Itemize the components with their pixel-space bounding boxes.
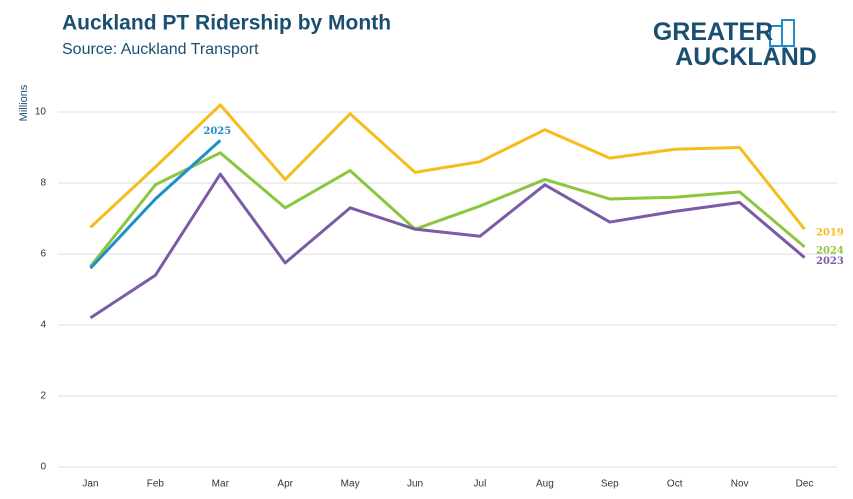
x-tick-label: Mar [212, 479, 230, 490]
logo: GREATER AUCKLAND [653, 18, 817, 71]
x-tick-label: Sep [601, 479, 619, 490]
y-tick-label: 6 [40, 249, 46, 260]
y-tick-label: 0 [40, 462, 46, 473]
y-tick-label: 4 [40, 320, 46, 331]
series-label: 2019 [816, 228, 844, 239]
y-tick-label: 2 [40, 391, 46, 402]
series-line [89, 139, 222, 270]
series-label: 2023 [816, 256, 844, 267]
x-tick-label: Oct [667, 479, 683, 490]
x-tick-label: Jul [474, 479, 487, 490]
logo-text: GREATER AUCKLAND [653, 18, 817, 71]
x-tick-label: May [341, 479, 360, 490]
x-tick-label: Feb [147, 479, 165, 490]
series-label: 2024 [816, 245, 844, 256]
y-tick-label: 8 [40, 178, 46, 189]
series-line [89, 151, 806, 268]
logo-word: GREATER [653, 18, 773, 46]
logo-building [769, 25, 783, 47]
x-tick-label: Jun [407, 479, 423, 490]
x-tick-label: Nov [731, 479, 749, 490]
y-axis-label: Millions [18, 84, 30, 121]
series-line [89, 172, 806, 320]
y-tick-label: 10 [35, 107, 47, 118]
x-tick-label: Jan [82, 479, 98, 490]
series-label: 2025 [203, 126, 231, 137]
x-tick-label: Apr [277, 479, 293, 490]
series-line [89, 103, 806, 231]
x-tick-label: Dec [796, 479, 814, 490]
logo-word: AUCKLAND [675, 43, 817, 71]
chart-subtitle: Source: Auckland Transport [62, 41, 259, 58]
x-tick-label: Aug [536, 479, 554, 490]
chart-title: Auckland PT Ridership by Month [62, 12, 391, 35]
